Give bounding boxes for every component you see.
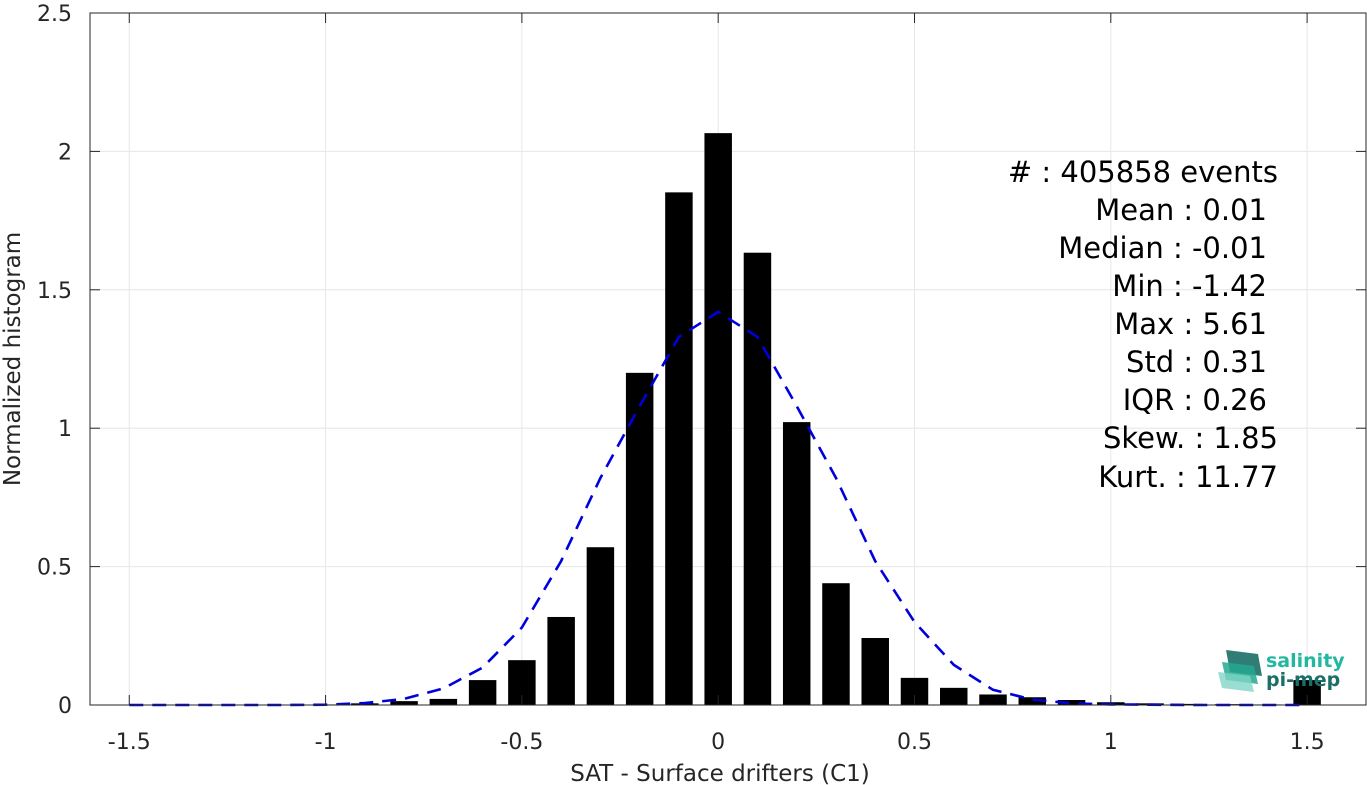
stat-iqr: IQR : 0.26 bbox=[1123, 383, 1267, 417]
stat-min: Min : -1.42 bbox=[1112, 269, 1267, 303]
salinity-pimep-logo: salinity pi-mep bbox=[1218, 650, 1345, 692]
x-tick-label: 0.5 bbox=[897, 730, 932, 755]
histogram-bar bbox=[861, 638, 889, 705]
logo-text-pimep: pi-mep bbox=[1266, 669, 1340, 691]
statistics-annotation: # : 405858 events Mean : 0.01 Median : -… bbox=[1008, 155, 1278, 494]
stat-skew: Skew. : 1.85 bbox=[1103, 421, 1278, 455]
histogram-bars bbox=[311, 133, 1321, 705]
histogram-bar bbox=[547, 616, 575, 705]
stat-median: Median : -0.01 bbox=[1058, 231, 1267, 265]
histogram-bar bbox=[625, 372, 654, 705]
x-tick-label: -1.5 bbox=[108, 730, 151, 755]
stat-mean: Mean : 0.01 bbox=[1095, 193, 1267, 227]
histogram-bar bbox=[743, 252, 772, 705]
y-tick-label: 0.5 bbox=[37, 556, 72, 581]
stat-std: Std : 0.31 bbox=[1126, 345, 1267, 379]
y-tick-label: 1.5 bbox=[37, 279, 72, 304]
histogram-bar bbox=[782, 422, 811, 705]
histogram-bar bbox=[979, 694, 1007, 705]
histogram-bar bbox=[822, 583, 850, 705]
x-tick-label: -0.5 bbox=[500, 730, 543, 755]
histogram-bar bbox=[1175, 703, 1204, 705]
x-tick-label: -1 bbox=[315, 730, 337, 755]
y-tick-label: 0 bbox=[58, 694, 72, 719]
histogram-bar bbox=[390, 701, 418, 705]
histogram-bar bbox=[940, 687, 968, 705]
histogram-bar bbox=[586, 547, 615, 705]
histogram-bar bbox=[704, 133, 732, 705]
axes-frame bbox=[89, 12, 1367, 706]
y-axis-label: Normalized histogram bbox=[0, 232, 26, 486]
y-tick-label: 2.5 bbox=[37, 2, 72, 27]
x-tick-label: 0 bbox=[711, 730, 725, 755]
logo-layers-icon bbox=[1218, 650, 1262, 692]
logo-text-salinity: salinity bbox=[1266, 650, 1345, 672]
histogram-bar bbox=[468, 680, 497, 705]
x-axis-label: SAT - Surface drifters (C1) bbox=[570, 761, 870, 785]
histogram-bar bbox=[1057, 700, 1086, 705]
stat-count: # : 405858 events bbox=[1008, 155, 1278, 189]
y-tick-label: 2 bbox=[58, 140, 72, 165]
histogram-bar bbox=[1018, 697, 1047, 705]
y-tick-label: 1 bbox=[58, 417, 72, 442]
x-tick-label: 1.5 bbox=[1290, 730, 1325, 755]
x-tick-label: 1 bbox=[1104, 730, 1118, 755]
axis-ticks: -1.5 -1 -0.5 0 0.5 1 1.5 0 0.5 1 1.5 2 2.5 bbox=[37, 2, 1366, 755]
stat-max: Max : 5.61 bbox=[1114, 307, 1267, 341]
histogram-bar bbox=[429, 698, 458, 705]
histogram-bar bbox=[665, 192, 693, 705]
stat-kurt: Kurt. : 11.77 bbox=[1098, 460, 1278, 494]
